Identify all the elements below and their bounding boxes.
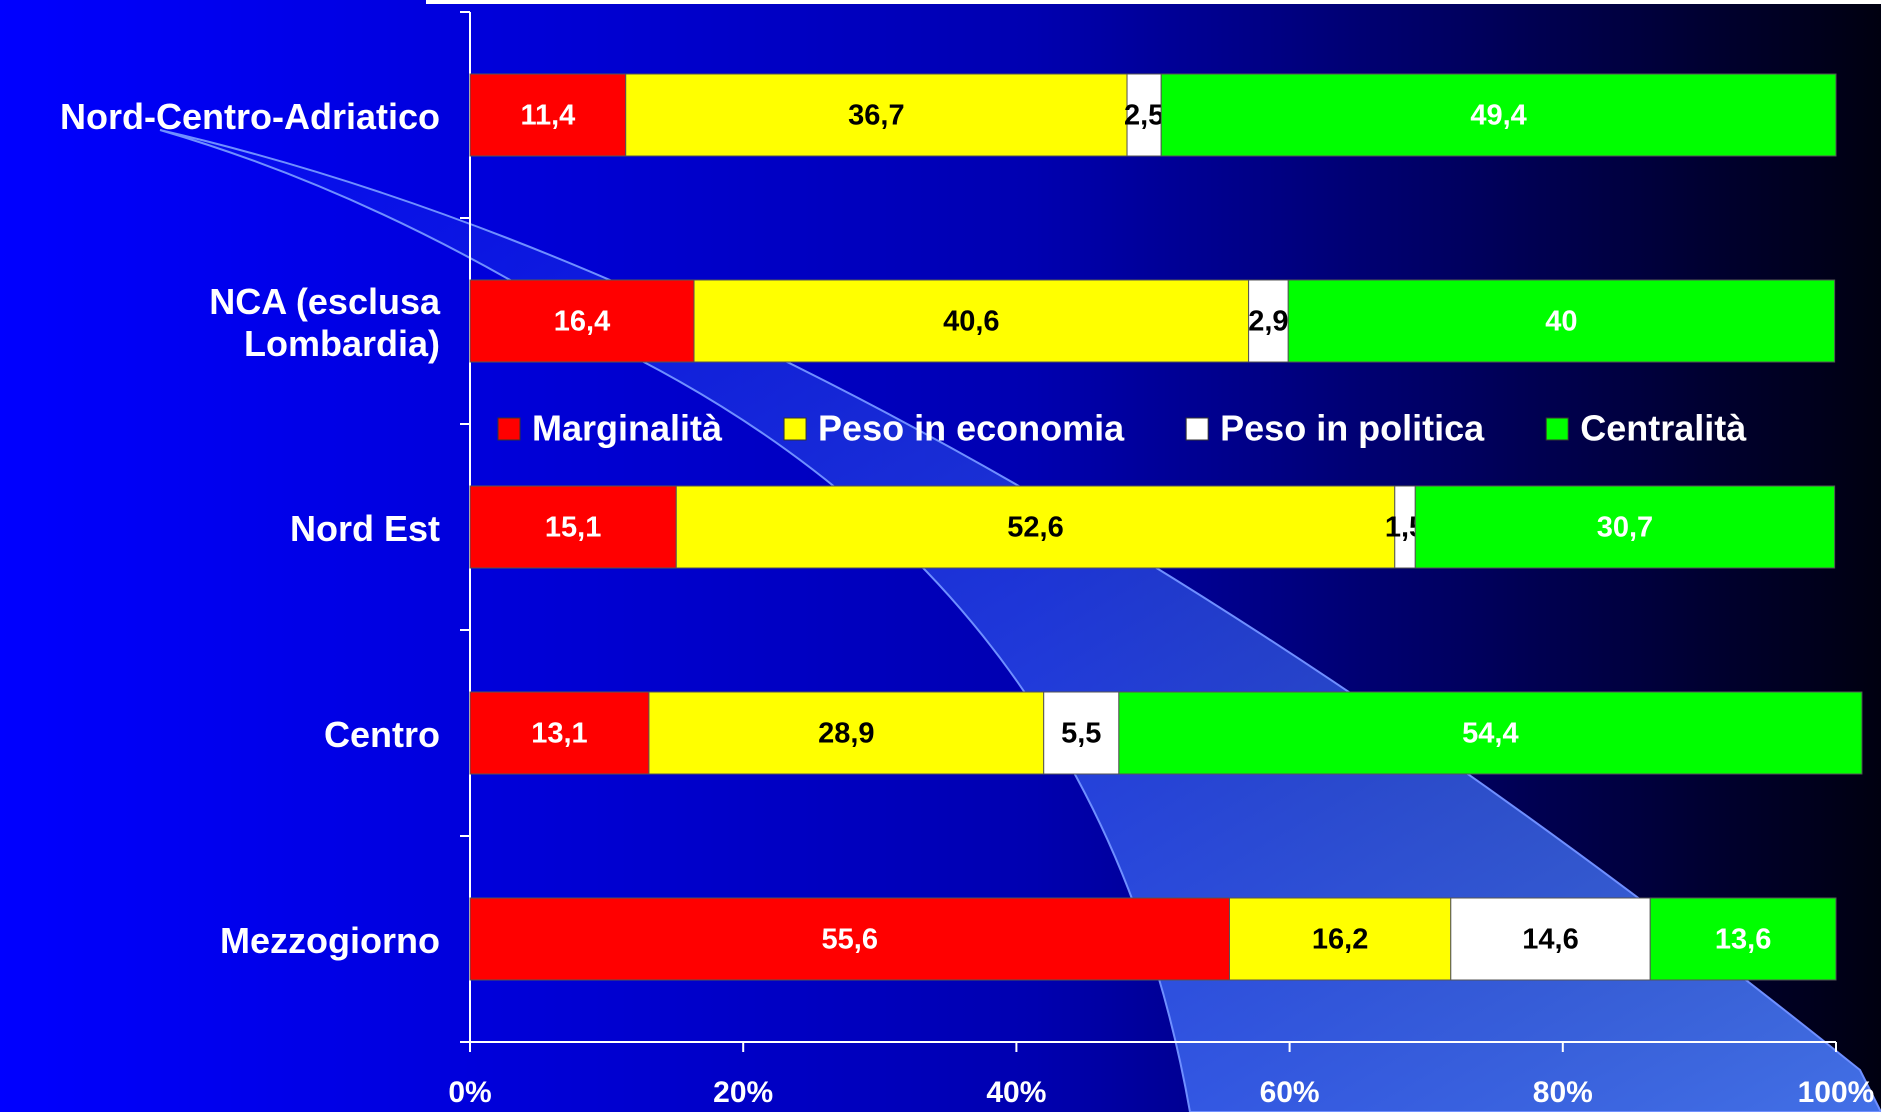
- x-tick-label: 100%: [1798, 1076, 1875, 1109]
- category-label: Nord Est: [289, 508, 440, 549]
- value-label: 40,6: [943, 306, 999, 338]
- legend-swatch: [497, 417, 521, 441]
- bar-segment: [693, 279, 1250, 363]
- legend-swatch: [783, 417, 807, 441]
- value-label: 16,2: [1312, 924, 1368, 956]
- value-label: 13,6: [1715, 924, 1771, 956]
- value-label: 30,7: [1597, 512, 1653, 544]
- bar-segment: [1043, 691, 1120, 775]
- value-label: 54,4: [1462, 718, 1518, 750]
- x-tick-label: 0%: [448, 1076, 491, 1109]
- bar-segment: [469, 897, 1230, 981]
- category-label: Mezzogiorno: [220, 920, 440, 961]
- value-label: 15,1: [545, 512, 601, 544]
- x-tick-label: 20%: [713, 1076, 773, 1109]
- bar-segment: [469, 691, 650, 775]
- category-label: Nord-Centro-Adriatico: [60, 96, 440, 137]
- value-label: 11,4: [520, 100, 575, 132]
- bar-segment: [1118, 691, 1863, 775]
- bar-segment: [1414, 485, 1836, 569]
- bar-segment: [1228, 897, 1452, 981]
- bar-segment: [1450, 897, 1651, 981]
- value-label: 2,5: [1124, 100, 1164, 132]
- value-label: 52,6: [1007, 512, 1063, 544]
- value-label: 13,1: [531, 718, 587, 750]
- bar-segment: [1649, 897, 1837, 981]
- bar-segment: [1248, 279, 1289, 363]
- x-tick-label: 60%: [1260, 1076, 1320, 1109]
- category-label: NCA (esclusa Lombardia): [209, 281, 440, 364]
- value-label: 5,5: [1061, 718, 1101, 750]
- value-label: 16,4: [554, 306, 610, 338]
- value-label: 14,6: [1522, 924, 1578, 956]
- x-tick-label: 40%: [986, 1076, 1046, 1109]
- category-label: Centro: [324, 714, 440, 755]
- bar-segment: [675, 485, 1396, 569]
- legend-label: Peso in politica: [1220, 408, 1485, 449]
- bar-segment: [1126, 73, 1162, 157]
- legend-label: Peso in economia: [818, 408, 1125, 449]
- value-label: 36,7: [848, 100, 904, 132]
- legend-swatch: [1545, 417, 1569, 441]
- bar-segment: [469, 279, 695, 363]
- x-tick-label: 80%: [1533, 1076, 1593, 1109]
- value-label: 49,4: [1470, 100, 1526, 132]
- bar-segment: [1287, 279, 1836, 363]
- value-label: 2,9: [1248, 306, 1288, 338]
- bar-segment: [1160, 73, 1837, 157]
- value-label: 28,9: [818, 718, 874, 750]
- bar-segment: [469, 485, 677, 569]
- value-label: 55,6: [822, 924, 878, 956]
- bar-segment: [625, 73, 1128, 157]
- legend-label: Marginalità: [532, 408, 723, 449]
- value-label: 40: [1545, 306, 1577, 338]
- legend-swatch: [1185, 417, 1209, 441]
- legend-label: Centralità: [1580, 408, 1747, 449]
- bar-segment: [469, 73, 627, 157]
- bar-segment: [648, 691, 1045, 775]
